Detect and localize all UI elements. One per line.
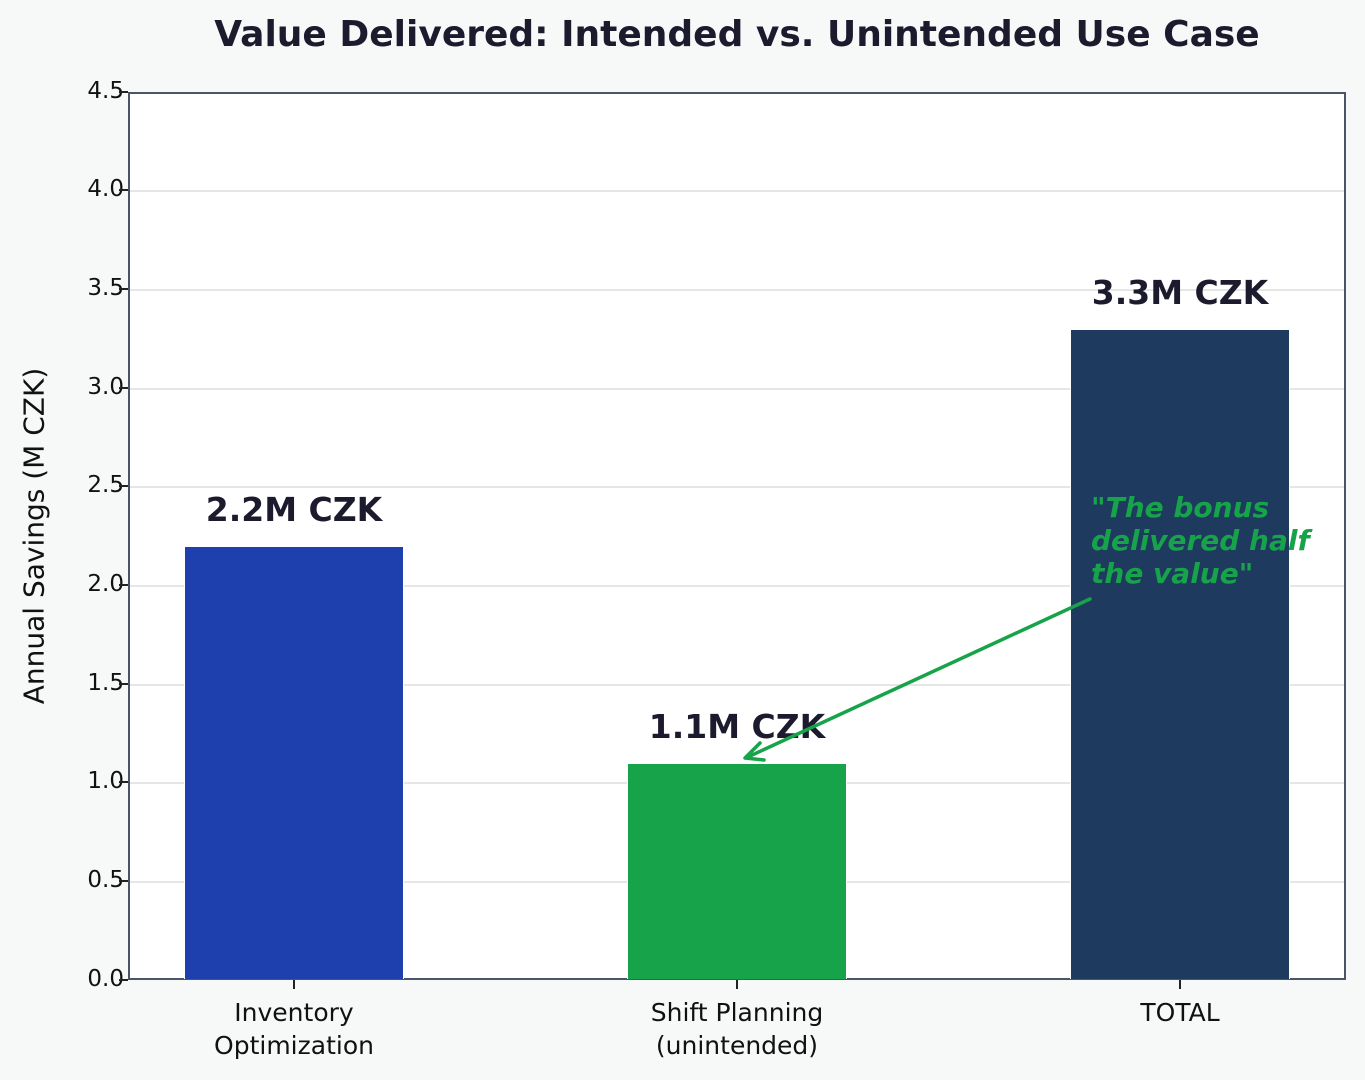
- y-tick-mark: [119, 485, 128, 487]
- bar-inventory-optimization: [184, 546, 404, 979]
- bar-shift-planning: [627, 763, 847, 979]
- x-tick-mark: [1179, 980, 1181, 989]
- x-tick-label: TOTAL: [1030, 996, 1330, 1029]
- x-tick-label: Shift Planning (unintended): [587, 996, 887, 1062]
- gridline: [130, 388, 1344, 390]
- y-tick-mark: [119, 584, 128, 586]
- y-axis-label: Annual Savings (M CZK): [17, 367, 51, 705]
- x-label-line: Optimization: [214, 1031, 374, 1060]
- chart-title: Value Delivered: Intended vs. Unintended…: [214, 14, 1260, 55]
- x-tick-mark: [293, 980, 295, 989]
- x-label-line: TOTAL: [1140, 998, 1220, 1027]
- y-tick-label: 4.5: [87, 78, 124, 104]
- x-tick-label: Inventory Optimization: [144, 996, 444, 1062]
- y-tick-label: 0.0: [87, 966, 124, 992]
- y-tick-label: 1.0: [87, 768, 124, 794]
- y-tick-mark: [119, 91, 128, 93]
- gridline: [130, 289, 1344, 291]
- gridline: [130, 486, 1344, 488]
- bar-value-label: 3.3M CZK: [1091, 273, 1269, 312]
- y-tick-label: 2.5: [87, 472, 124, 498]
- x-tick-mark: [736, 980, 738, 989]
- y-tick-mark: [119, 979, 128, 981]
- x-label-line: Shift Planning: [650, 998, 824, 1027]
- y-tick-mark: [119, 387, 128, 389]
- y-tick-label: 4.0: [87, 176, 124, 202]
- y-tick-mark: [119, 880, 128, 882]
- y-tick-label: 0.5: [87, 867, 124, 893]
- bar-total: [1070, 329, 1290, 979]
- gridline: [130, 585, 1344, 587]
- bar-value-label: 2.2M CZK: [205, 490, 383, 529]
- y-tick-label: 2.0: [87, 571, 124, 597]
- y-tick-mark: [119, 683, 128, 685]
- bar-value-label: 1.1M CZK: [648, 707, 826, 746]
- x-label-line: Inventory: [234, 998, 354, 1027]
- annotation-text: "The bonus delivered half the value": [1091, 491, 1310, 590]
- y-tick-label: 1.5: [87, 670, 124, 696]
- x-label-line: (unintended): [655, 1031, 819, 1060]
- gridline: [130, 190, 1344, 192]
- y-tick-mark: [119, 189, 128, 191]
- y-tick-label: 3.5: [87, 275, 124, 301]
- gridline: [130, 684, 1344, 686]
- y-tick-mark: [119, 288, 128, 290]
- y-tick-mark: [119, 781, 128, 783]
- y-tick-label: 3.0: [87, 374, 124, 400]
